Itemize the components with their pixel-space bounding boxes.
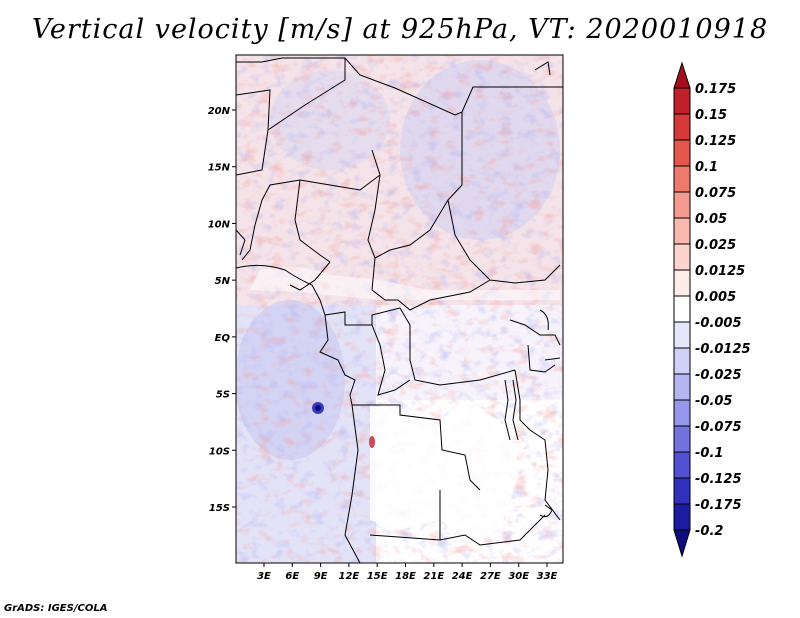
colorbar-swatch [673, 347, 691, 375]
y-tick-label: 5S [216, 390, 230, 401]
colorbar-label: 0.15 [695, 108, 727, 123]
colorbar-label: 0.075 [695, 186, 736, 201]
x-tick-label: 6E [285, 571, 299, 582]
colorbar-swatch [673, 477, 691, 505]
x-tick-label: 30E [508, 571, 529, 582]
colorbar-swatch [673, 321, 691, 349]
colorbar-label: -0.0125 [695, 342, 751, 357]
y-tick-label: 10N [208, 219, 231, 230]
colorbar-label: 0.005 [695, 290, 736, 305]
colorbar-label: -0.1 [695, 446, 723, 461]
x-tick-label: 3E [257, 571, 271, 582]
y-tick-label: 15S [209, 503, 230, 514]
colorbar-label: 0.175 [695, 82, 736, 97]
colorbar-label: -0.125 [695, 472, 742, 487]
colorbar-swatch [673, 373, 691, 401]
colorbar: 0.175 0.15 0.125 0.1 0.075 0.05 0.025 0.0125 0.0… [673, 61, 751, 558]
map-frame [235, 54, 564, 564]
x-tick-label: 33E [537, 571, 558, 582]
x-tick-label: 27E [480, 571, 501, 582]
x-tick-label: 18E [395, 571, 416, 582]
y-tick-label: 10S [209, 446, 230, 457]
colorbar-label: 0.0125 [695, 264, 745, 279]
colorbar-swatch [673, 243, 691, 271]
colorbar-label: -0.025 [695, 368, 742, 383]
y-tick-label: 5N [215, 276, 231, 287]
x-tick-label: 12E [339, 571, 360, 582]
colorbar-swatch [673, 87, 691, 115]
colorbar-label: -0.075 [695, 420, 742, 435]
chart-title: Vertical velocity [m/s] at 925hPa, VT: 2… [31, 14, 769, 45]
colorbar-swatch [673, 113, 691, 141]
vertical-velocity-field [236, 55, 563, 563]
colorbar-label: 0.125 [695, 134, 736, 149]
x-tick-label: 9E [314, 571, 328, 582]
colorbar-label: -0.005 [695, 316, 742, 331]
colorbar-label: -0.2 [695, 524, 723, 539]
colorbar-swatch [673, 399, 691, 427]
x-tick-label: 24E [452, 571, 473, 582]
colorbar-swatch [673, 217, 691, 245]
colorbar-swatch [673, 529, 691, 558]
country-borders [236, 57, 563, 563]
colorbar-swatch [673, 61, 691, 89]
colorbar-label: 0.1 [695, 160, 718, 175]
colorbar-swatch [673, 269, 691, 297]
colorbar-swatch [673, 295, 691, 323]
y-tick-label: 20N [208, 106, 231, 117]
colorbar-label: -0.05 [695, 394, 732, 409]
colorbar-swatch [673, 191, 691, 219]
x-tick-label: 21E [423, 571, 444, 582]
colorbar-swatch [673, 139, 691, 167]
grads-credit: GrADS: IGES/COLA [4, 603, 108, 614]
colorbar-swatch [673, 165, 691, 193]
map-axes: 3E 6E 9E 12E 15E 18E 21E 24E 27E 30E 33E 20N 15N 10N 5… [208, 106, 558, 582]
colorbar-swatch [673, 451, 691, 479]
colorbar-swatch [673, 503, 691, 531]
colorbar-swatch [673, 425, 691, 453]
x-tick-label: 15E [367, 571, 388, 582]
y-tick-label: EQ [215, 333, 231, 344]
colorbar-label: 0.05 [695, 212, 727, 227]
colorbar-label: -0.175 [695, 498, 742, 513]
y-tick-label: 15N [208, 163, 231, 174]
colorbar-label: 0.025 [695, 238, 736, 253]
